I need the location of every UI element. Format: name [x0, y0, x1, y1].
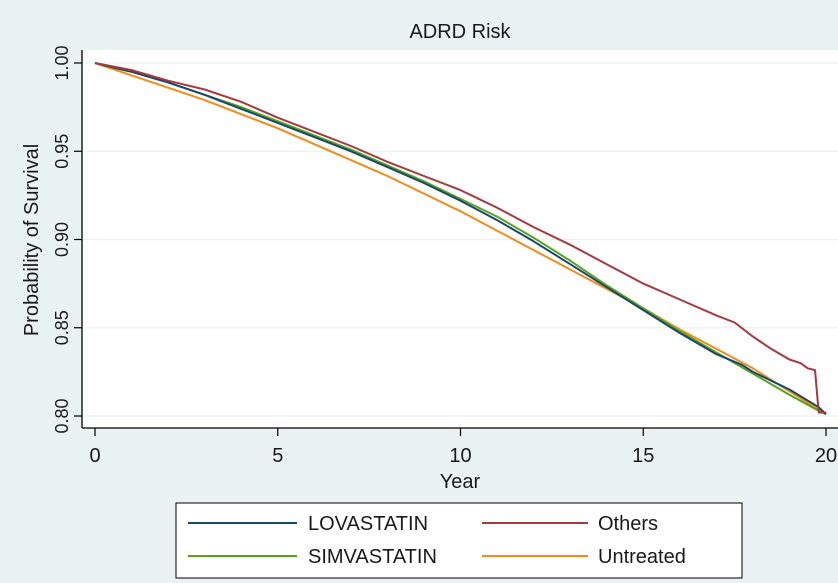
- legend-label: SIMVASTATIN: [308, 546, 437, 568]
- legend-label: Others: [598, 513, 658, 535]
- legend-box: [175, 502, 743, 579]
- grid-lines: [82, 62, 838, 417]
- x-tick-label: 5: [272, 445, 283, 467]
- y-tick-label: 0.80: [52, 398, 72, 433]
- legend-label: LOVASTATIN: [308, 513, 428, 535]
- x-axis-ticks: 0 5 10 15 20: [89, 428, 837, 467]
- series-lines: [94, 62, 827, 416]
- y-axis-ticks: 0.80 0.85 0.90 0.95 1.00: [52, 45, 82, 434]
- legend: LOVASTATIN Others SIMVASTATIN Untreated: [175, 502, 743, 579]
- chart-title: ADRD Risk: [409, 21, 511, 43]
- series-line-untreated: [94, 62, 827, 416]
- y-tick-label: 0.95: [52, 134, 72, 169]
- series-line-lovastatin: [94, 62, 827, 415]
- legend-label: Untreated: [598, 546, 686, 568]
- series-line-others: [94, 62, 826, 414]
- x-tick-label: 15: [632, 445, 654, 467]
- y-tick-label: 0.90: [52, 222, 72, 257]
- y-tick-label: 0.85: [52, 310, 72, 345]
- y-tick-label: 1.00: [52, 45, 72, 80]
- x-tick-label: 20: [815, 445, 837, 467]
- x-tick-label: 0: [89, 445, 100, 467]
- y-axis-label: Probability of Survival: [21, 144, 43, 336]
- x-tick-label: 10: [449, 445, 471, 467]
- x-axis-label: Year: [440, 471, 481, 493]
